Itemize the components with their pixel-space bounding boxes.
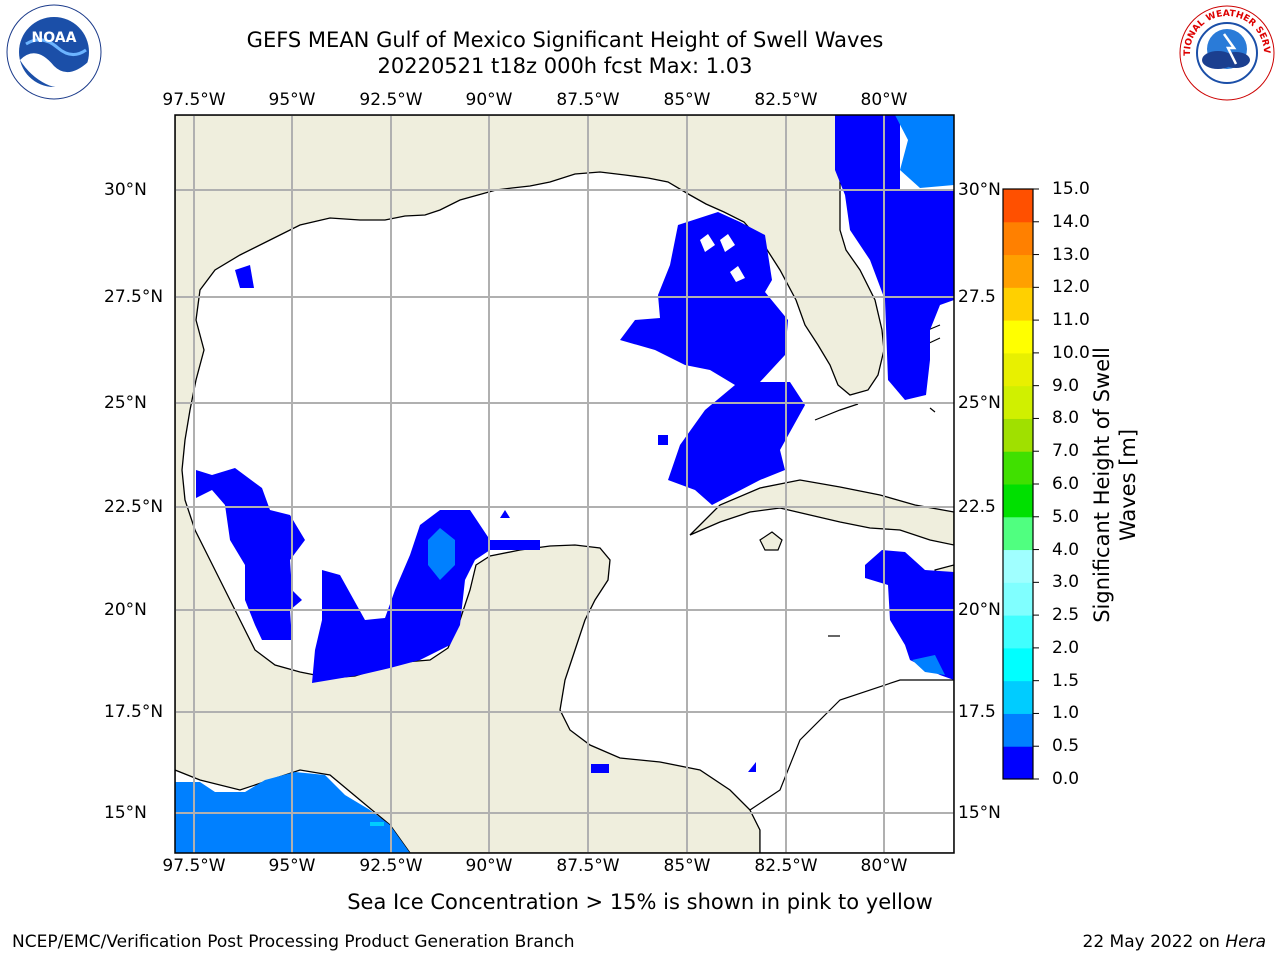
colorbar-tick-label: 8.0: [1052, 408, 1080, 429]
colorbar-tick-label: 14.0: [1052, 211, 1090, 232]
colorbar-segment: [1003, 615, 1033, 649]
lat-label-right: 30°N: [958, 180, 1001, 200]
footer-branch: NCEP/EMC/Verification Post Processing Pr…: [12, 932, 575, 952]
colorbar-segment: [1003, 254, 1033, 288]
footer-host: Hera: [1225, 932, 1266, 952]
caribbean-sea: [749, 679, 954, 853]
colorbar-segment: [1003, 221, 1033, 256]
colorbar-segment: [1003, 713, 1033, 747]
colorbar-tick-label: 6.0: [1052, 474, 1080, 494]
colorbar-tick-label: 7.0: [1052, 441, 1080, 462]
lon-label-bottom: 90°W: [465, 856, 513, 876]
land-us-coast: [175, 115, 885, 853]
lat-label-left: 22.5°N: [104, 497, 164, 517]
colorbar-tick-label: 9.0: [1052, 375, 1080, 396]
lat-label-right: 20°N: [958, 600, 1001, 620]
colorbar-frame: [1002, 188, 1034, 780]
colorbar-segment: [1003, 352, 1033, 387]
lon-label-top: 97.5°W: [162, 90, 226, 110]
colorbar-segment: [1003, 582, 1033, 616]
colorbar-tick-label: 0.5: [1052, 736, 1080, 757]
colorbar-tick-label: 0.0: [1052, 769, 1080, 789]
lon-label-top: 80°W: [860, 90, 908, 110]
colorbar-title: Significant Height of Swell Waves [m]: [1089, 347, 1141, 623]
colorbar-segment: [1003, 484, 1033, 518]
lon-label-bottom: 87.5°W: [556, 856, 620, 876]
lat-label-left: 25°N: [104, 393, 147, 413]
colorbar-tick-label: 3.0: [1052, 572, 1080, 593]
colorbar-tick-label: 5.0: [1052, 506, 1080, 527]
lat-label-left: 27.5°N: [104, 287, 164, 307]
lon-label-top: 95°W: [268, 90, 316, 110]
colorbar-title-line2: Waves [m]: [1116, 428, 1140, 542]
lon-label-top: 85°W: [663, 90, 711, 110]
colorbar-segment: [1003, 189, 1033, 223]
land-isla-juventud: [759, 531, 783, 551]
map-frame: [174, 114, 955, 854]
lon-label-bottom: 82.5°W: [754, 856, 818, 876]
land-cuba: [689, 479, 954, 546]
colorbar-segment: [1003, 418, 1033, 452]
colorbar-tick-label: 13.0: [1052, 244, 1090, 265]
colorbar-tick-label: 1.5: [1052, 670, 1080, 691]
chart-subtitle: 20220521 t18z 000h fcst Max: 1.03: [377, 54, 753, 78]
lat-label-right: 22.5: [958, 497, 996, 517]
noaa-logo-text: NOAA: [32, 30, 77, 46]
colorbar-segment: [1003, 746, 1033, 780]
lat-label-left: 17.5°N: [104, 702, 164, 722]
colorbar-segment: [1003, 680, 1033, 714]
colorbar-segment: [1003, 549, 1033, 583]
lat-label-left: 20°N: [104, 600, 147, 620]
lon-label-top: 87.5°W: [556, 90, 620, 110]
swell-contours: [175, 115, 954, 853]
lon-label-top: 90°W: [465, 90, 513, 110]
footer-date: 22 May 2022 on Hera: [1083, 932, 1267, 952]
colorbar-tick-label: 1.0: [1052, 703, 1080, 724]
lon-label-bottom: 85°W: [663, 856, 711, 876]
lat-label-right: 27.5: [958, 287, 996, 307]
colorbar-title-line1: Significant Height of Swell: [1090, 347, 1114, 623]
colorbar: [1003, 188, 1039, 780]
chart-title: GEFS MEAN Gulf of Mexico Significant Hei…: [246, 28, 884, 52]
colorbar-tick-label: 15.0: [1052, 179, 1090, 199]
lon-label-bottom: 95°W: [268, 856, 316, 876]
colorbar-tick-label: 10.0: [1052, 342, 1090, 363]
colorbar-segment: [1003, 320, 1033, 354]
lat-label-right: 17.5: [958, 702, 996, 722]
colorbar-tick-label: 2.0: [1052, 637, 1080, 658]
sea-ice-note: Sea Ice Concentration > 15% is shown in …: [347, 890, 933, 914]
lon-label-bottom: 92.5°W: [359, 856, 423, 876]
colorbar-segment: [1003, 287, 1033, 321]
colorbar-tick-label: 12.0: [1052, 277, 1090, 298]
lat-label-right: 15°N: [958, 803, 1001, 823]
lat-label-right: 25°N: [958, 393, 1001, 413]
lon-label-top: 92.5°W: [359, 90, 423, 110]
lat-label-left: 30°N: [104, 180, 147, 200]
colorbar-tick-label: 11.0: [1052, 310, 1090, 331]
colorbar-tick-label: 2.5: [1052, 605, 1080, 626]
gridlines: [175, 115, 954, 853]
footer-date-text: 22 May 2022 on: [1082, 932, 1226, 952]
nws-logo: NATIONAL WEATHER SERVICE: [1178, 4, 1275, 101]
colorbar-segment: [1003, 647, 1033, 682]
lon-label-top: 82.5°W: [754, 90, 818, 110]
noaa-logo: NOAA: [6, 4, 102, 100]
colorbar-segment: [1003, 385, 1033, 419]
colorbar-segment: [1003, 516, 1033, 551]
lat-label-left: 15°N: [104, 803, 147, 823]
lon-label-bottom: 97.5°W: [162, 856, 226, 876]
lon-label-bottom: 80°W: [860, 856, 908, 876]
colorbar-segment: [1003, 451, 1033, 485]
colorbar-tick-label: 4.0: [1052, 539, 1080, 560]
